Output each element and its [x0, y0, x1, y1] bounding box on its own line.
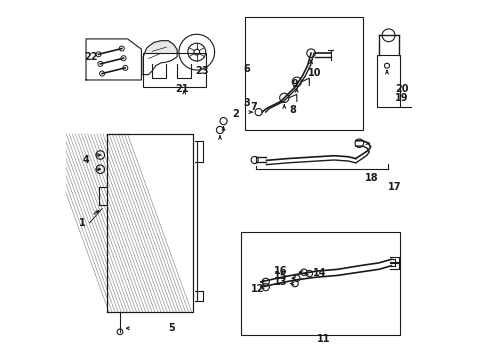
Text: 15: 15 [274, 271, 288, 282]
Text: 5: 5 [169, 323, 175, 333]
Text: 23: 23 [196, 66, 209, 76]
Text: 17: 17 [388, 182, 402, 192]
Bar [143, 53, 206, 87]
Polygon shape [143, 41, 177, 75]
Text: 18: 18 [365, 173, 379, 183]
Text: 19: 19 [395, 93, 409, 103]
Text: 9: 9 [292, 78, 298, 89]
Text: 20: 20 [395, 84, 409, 94]
Polygon shape [107, 134, 193, 312]
Text: 2: 2 [233, 109, 240, 119]
Polygon shape [86, 39, 142, 80]
Text: 11: 11 [317, 334, 330, 344]
Text: 3: 3 [244, 98, 250, 108]
Text: 13: 13 [274, 277, 288, 287]
Text: 8: 8 [290, 105, 296, 115]
Text: 12: 12 [251, 284, 264, 294]
Text: 10: 10 [308, 68, 321, 78]
Text: 1: 1 [79, 218, 86, 228]
Bar [245, 18, 363, 130]
Text: 6: 6 [244, 64, 250, 74]
Text: 22: 22 [85, 52, 98, 62]
Bar [377, 55, 400, 107]
Bar [242, 232, 400, 336]
Text: 21: 21 [176, 84, 189, 94]
Text: 16: 16 [274, 266, 288, 276]
Text: 7: 7 [250, 102, 257, 112]
Text: 14: 14 [313, 268, 327, 278]
Text: 4: 4 [83, 156, 89, 165]
